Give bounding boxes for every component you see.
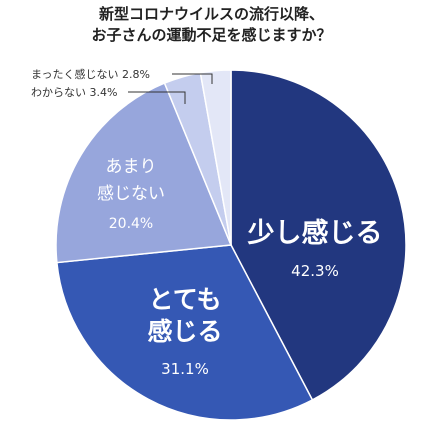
pie-slices (55, 69, 407, 421)
slice-mattaku-kanjinai (199, 69, 232, 246)
label-totemo-line2: 感じる (147, 317, 222, 346)
label-wakaranai: わからない 3.4% (31, 86, 117, 99)
value-sukoshi-kanjiru: 42.3% (291, 262, 339, 280)
value-totemo-kanjiru: 31.1% (161, 360, 209, 378)
leader-line-wakaranai (128, 91, 186, 104)
leader-line-mattaku (172, 73, 213, 84)
slice-amari-kanjinai (55, 82, 233, 264)
label-totemo-line1: とても (148, 285, 221, 314)
slice-sukoshi-kanjiru (230, 69, 407, 401)
label-amari-line1: あまり (106, 157, 157, 177)
chart-title: 新型コロナウイルスの流行以降、 お子さんの運動不足を感じますか？ (0, 4, 423, 46)
slice-totemo-kanjiru (56, 244, 314, 421)
chart-title-line-1: 新型コロナウイルスの流行以降、 (98, 5, 324, 23)
chart-title-line-2: お子さんの運動不足を感じますか？ (91, 26, 332, 44)
label-amari-line2: 感じない (97, 184, 165, 204)
label-sukoshi-kanjiru: 少し感じる (248, 217, 383, 249)
value-amari-kanjinai: 20.4% (109, 216, 153, 232)
label-mattaku-kanjinai: まったく感じない 2.8% (31, 68, 150, 81)
